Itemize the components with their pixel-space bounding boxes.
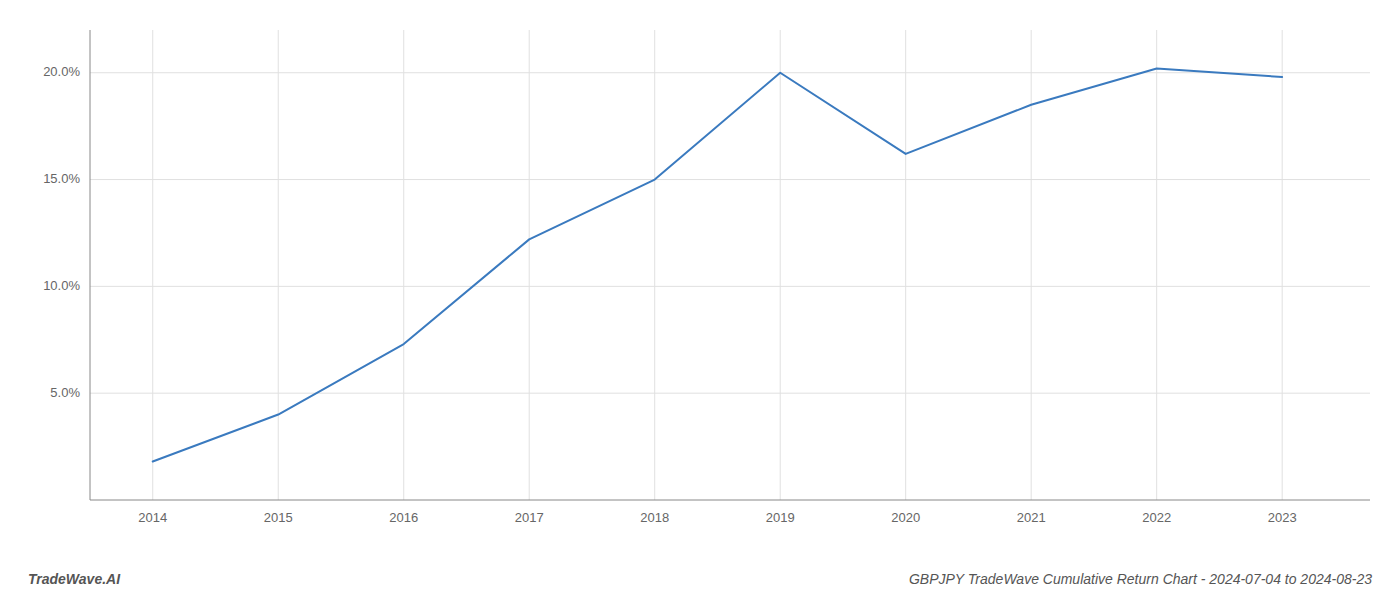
x-grid-line <box>403 30 404 500</box>
x-grid-line <box>1156 30 1157 500</box>
y-axis-line <box>90 30 91 500</box>
x-tick-label: 2019 <box>766 510 795 525</box>
x-tick-label: 2021 <box>1017 510 1046 525</box>
x-grid-line <box>278 30 279 500</box>
series-group <box>153 68 1282 461</box>
x-tick-label: 2022 <box>1142 510 1171 525</box>
x-tick-label: 2018 <box>640 510 669 525</box>
y-grid-line <box>90 72 1370 73</box>
x-grid-line <box>905 30 906 500</box>
x-axis-line <box>90 500 1370 501</box>
x-tick-label: 2023 <box>1268 510 1297 525</box>
x-grid-line <box>654 30 655 500</box>
x-tick-label: 2020 <box>891 510 920 525</box>
y-tick-label: 5.0% <box>50 385 80 400</box>
y-grid-line <box>90 179 1370 180</box>
x-tick-label: 2017 <box>515 510 544 525</box>
x-grid-line <box>1031 30 1032 500</box>
y-tick-label: 15.0% <box>43 171 80 186</box>
x-tick-label: 2015 <box>264 510 293 525</box>
line-series <box>153 68 1282 461</box>
axes: 5.0% 10.0% 15.0% 20.0% 2014 2015 2016 2017 2018 2… <box>43 30 1370 525</box>
y-grid-line <box>90 393 1370 394</box>
y-tick-label: 10.0% <box>43 278 80 293</box>
chart-svg: 5.0% 10.0% 15.0% 20.0% 2014 2015 2016 2017 2018 2… <box>0 0 1400 600</box>
y-grid-line <box>90 286 1370 287</box>
x-tick-label: 2016 <box>389 510 418 525</box>
x-grid-line <box>1282 30 1283 500</box>
x-grid-line <box>152 30 153 500</box>
background <box>0 0 1400 600</box>
chart-container: 5.0% 10.0% 15.0% 20.0% 2014 2015 2016 2017 2018 2… <box>0 0 1400 600</box>
title: GBPJPY TradeWave Cumulative Return Chart… <box>909 571 1372 587</box>
x-grid-line <box>529 30 530 500</box>
x-tick-label: 2014 <box>138 510 167 525</box>
x-grid-line <box>780 30 781 500</box>
y-tick-label: 20.0% <box>43 64 80 79</box>
watermark: TradeWave.AI <box>28 571 121 587</box>
footer-texts: TradeWave.AI GBPJPY TradeWave Cumulative … <box>28 571 1372 587</box>
grid <box>90 30 1370 500</box>
